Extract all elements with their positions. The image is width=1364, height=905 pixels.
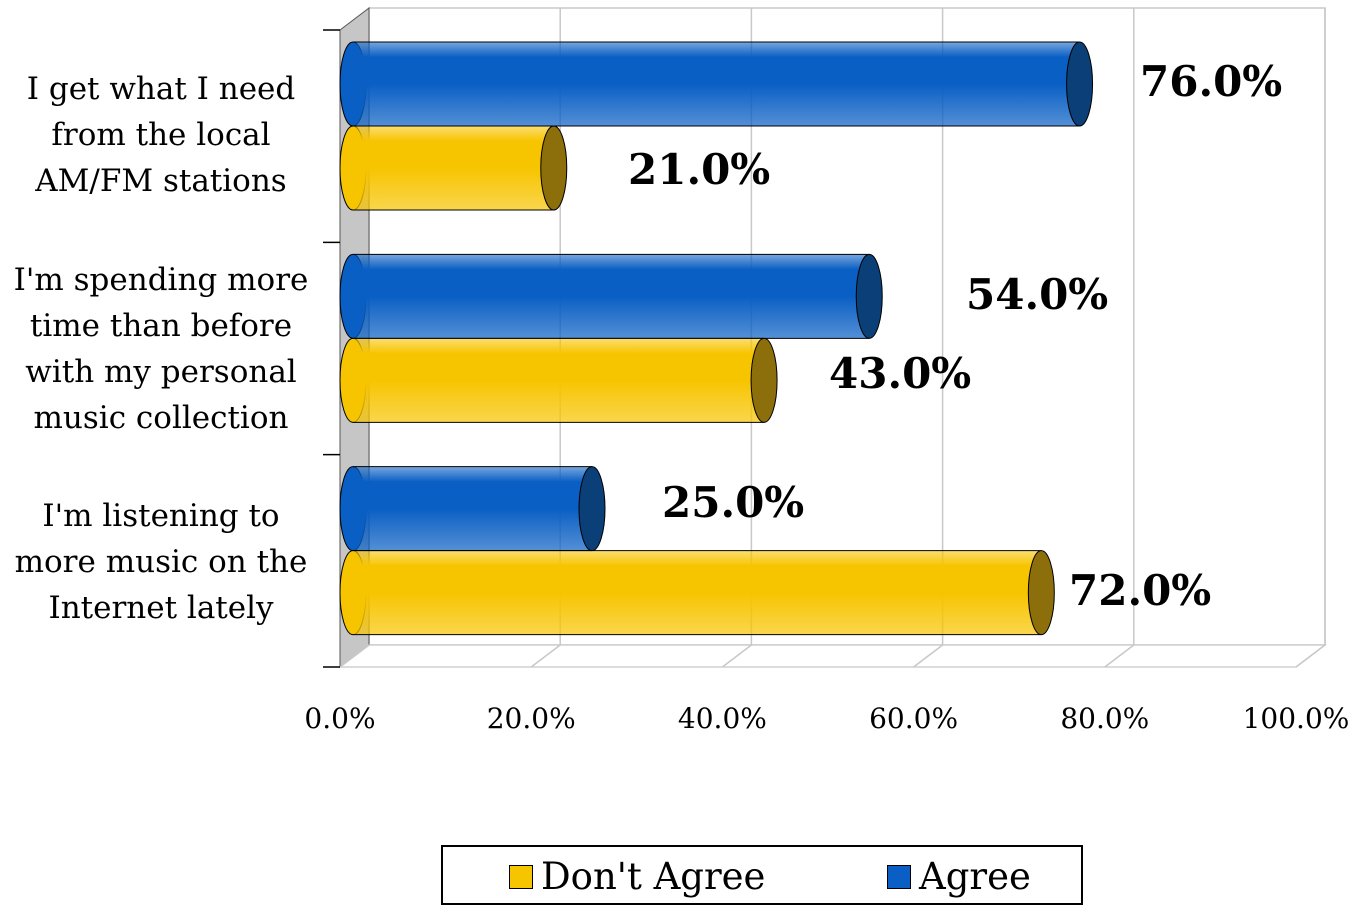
bar-end-cap — [1027, 550, 1055, 636]
legend-swatch-dont-agree — [509, 864, 533, 889]
bar-0-0 — [339, 41, 1094, 127]
legend-item-agree: Agree — [887, 855, 1031, 898]
data-label: 72.0% — [1069, 566, 1211, 615]
bar-end-cap — [750, 337, 778, 423]
legend-label-dont-agree: Don't Agree — [541, 855, 766, 898]
bar-2-0 — [339, 466, 606, 552]
plot-floor — [338, 644, 1327, 668]
category-label-line: Internet lately — [48, 590, 274, 626]
category-label-line: music collection — [33, 400, 289, 436]
category-label-line: more music on the — [14, 544, 308, 580]
bar-body — [353, 126, 554, 210]
legend-label-agree: Agree — [919, 855, 1031, 898]
x-tick-label: 60.0% — [869, 702, 958, 735]
bar-2-1 — [339, 550, 1055, 636]
gridline-floor — [339, 644, 370, 668]
x-tick-label: 80.0% — [1060, 702, 1149, 735]
data-label: 54.0% — [966, 270, 1108, 319]
gridline-floor — [530, 644, 561, 668]
gridline-floor — [1295, 644, 1326, 668]
x-tick-label: 40.0% — [678, 702, 767, 735]
bar-body — [353, 254, 870, 339]
chart-legend: Don't Agree Agree — [441, 845, 1083, 905]
x-tick-label: 20.0% — [487, 702, 576, 735]
bar-end-cap — [578, 466, 606, 552]
category-label-line: I'm listening to — [42, 498, 280, 534]
category-label-1: I get what I need from the local AM/FM s… — [0, 66, 322, 204]
gridline-floor — [1104, 644, 1135, 668]
bar-1-1 — [339, 337, 778, 423]
category-label-3: I'm listening to more music on the Inter… — [0, 493, 322, 631]
x-tick-label: 0.0% — [304, 702, 375, 735]
legend-swatch-agree — [887, 864, 911, 889]
bar-body — [353, 42, 1080, 126]
category-label-line: from the local — [51, 117, 271, 153]
bar-end-cap — [540, 125, 568, 211]
category-label-2: I'm spending more time than before with … — [0, 257, 322, 441]
gridline-floor — [721, 644, 752, 668]
data-label: 25.0% — [662, 478, 804, 527]
bar-end-cap — [855, 253, 883, 339]
category-label-line: I get what I need — [26, 71, 296, 107]
data-label: 43.0% — [829, 349, 971, 398]
bar-body — [353, 550, 1042, 635]
gridline-floor — [913, 644, 944, 668]
data-label: 21.0% — [628, 145, 770, 194]
data-label: 76.0% — [1140, 57, 1282, 106]
category-label-line: I'm spending more — [13, 262, 309, 298]
bar-body — [353, 338, 765, 423]
legend-item-dont-agree: Don't Agree — [509, 855, 765, 898]
category-label-line: time than before — [29, 308, 293, 344]
bar-0-1 — [339, 125, 568, 211]
x-tick-label: 100.0% — [1243, 702, 1350, 735]
bar-1-0 — [339, 253, 883, 339]
bar-body — [353, 466, 592, 551]
bar-end-cap — [1066, 41, 1094, 127]
category-label-line: with my personal — [25, 354, 297, 390]
category-label-line: AM/FM stations — [35, 163, 287, 199]
